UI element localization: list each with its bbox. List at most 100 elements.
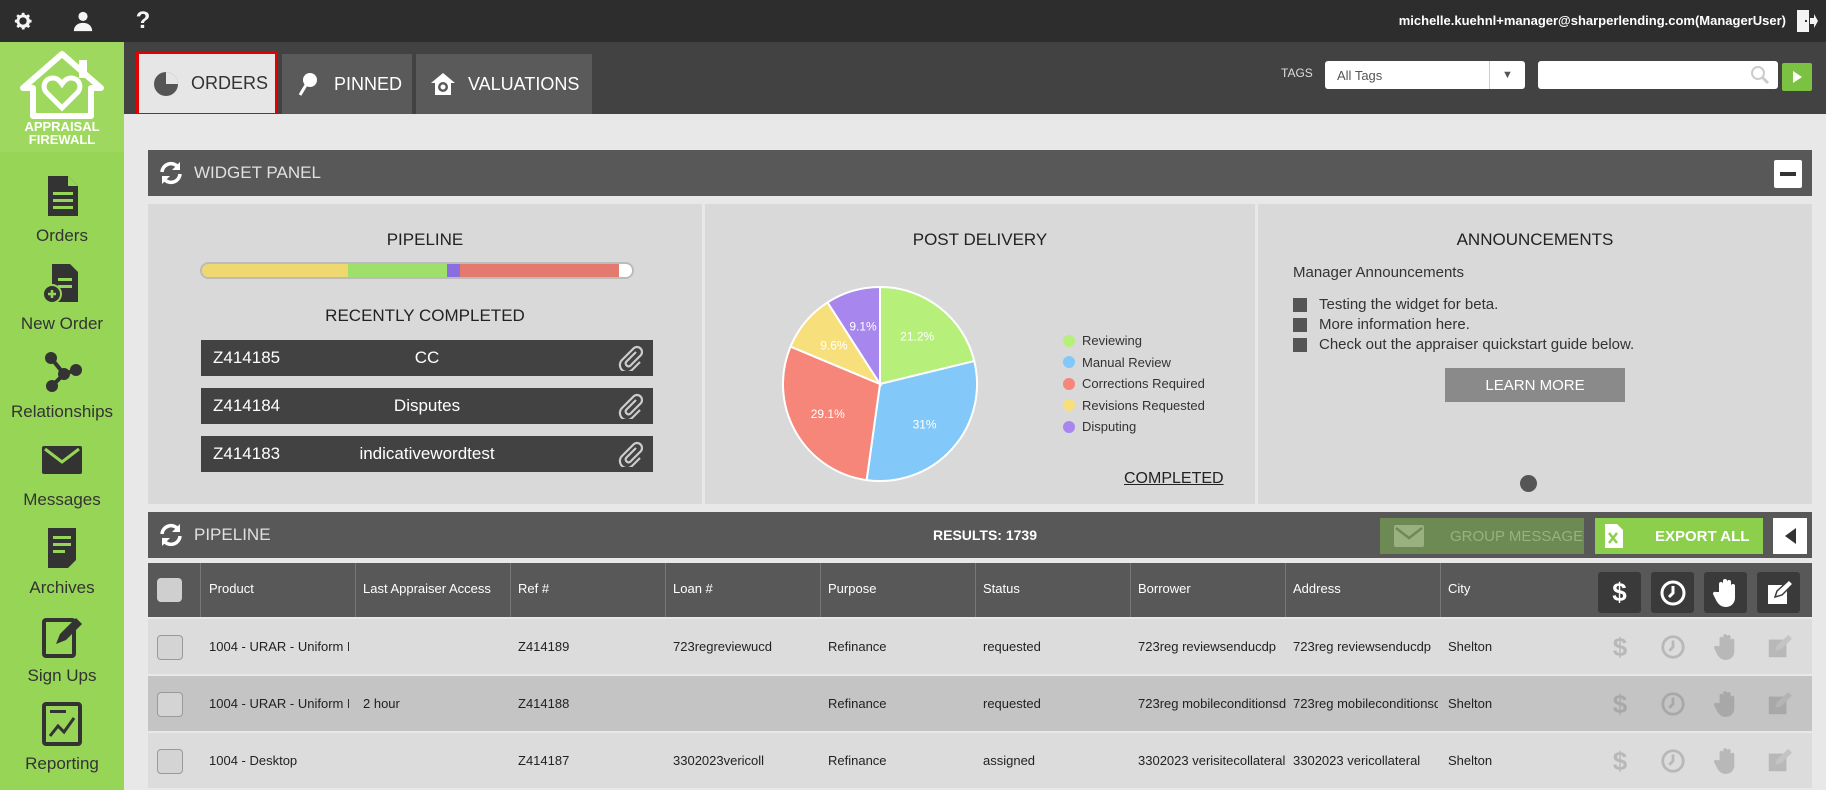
logo-line1: APPRAISAL [24,119,100,134]
column-header[interactable]: Product [209,581,254,596]
paperclip-icon[interactable] [617,393,643,419]
cell-city: Shelton [1448,639,1493,654]
pie-slice[interactable] [782,345,882,482]
legend-item[interactable]: Corrections Required [1063,373,1205,395]
row-checkbox[interactable] [157,635,183,660]
table-row[interactable]: 1004 - URAR - Uniform Res Z414189 723regre… [148,619,1812,674]
chevron-down-icon[interactable]: ▼ [1489,61,1525,89]
logout-icon[interactable] [1796,9,1818,33]
table-row[interactable]: 1004 - Desktop Z414187 3302023vericoll Refi… [148,733,1812,788]
edit-icon[interactable] [1765,690,1793,718]
pie-slice[interactable] [879,285,976,386]
pipeline-widget: PIPELINE RECENTLY COMPLETED CC Z414185 D… [148,204,702,504]
edit-icon[interactable] [1765,747,1793,775]
dollar-icon[interactable]: $ [1612,688,1628,719]
sidebar-item-reporting[interactable]: Reporting [0,696,124,782]
cell-status: requested [983,639,1041,654]
pie-slice-label: 31% [913,417,937,431]
pie-slice-label: 9.1% [849,319,877,333]
hand-icon[interactable] [1712,633,1740,661]
hand-icon[interactable] [1704,572,1747,613]
tags-select[interactable]: All Tags ▼ [1325,61,1525,89]
app-logo[interactable]: APPRAISAL FIREWALL [0,42,124,152]
column-header[interactable]: Loan # [673,581,713,596]
paperclip-icon[interactable] [617,441,643,467]
sidebar-item-messages[interactable]: Messages [0,432,124,518]
edit-icon[interactable] [1757,572,1800,613]
column-header[interactable]: City [1448,581,1471,596]
recent-order-row[interactable]: CC Z414185 [201,340,653,376]
legend-item[interactable]: Disputing [1063,416,1205,438]
cell-borrower: 723reg mobileconditionsd [1138,696,1286,711]
cell-product: 1004 - URAR - Uniform Res [209,696,349,711]
recent-order-row[interactable]: indicativewordtest Z414183 [201,436,653,472]
tab-pinned[interactable]: PINNED [282,54,412,114]
help-icon[interactable]: ? [135,7,151,34]
sidebar-item-archives[interactable]: Archives [0,520,124,606]
group-message-button[interactable]: GROUP MESSAGE [1380,518,1584,554]
widget-panel-title: WIDGET PANEL [194,163,321,182]
announcement-text: Check out the appraiser quickstart guide… [1319,336,1635,353]
minus-icon [1780,172,1796,176]
column-header[interactable]: Last Appraiser Access [363,581,491,596]
completed-link[interactable]: COMPLETED [1124,470,1224,487]
column-header[interactable]: Purpose [828,581,877,596]
search-go-button[interactable] [1782,63,1812,91]
announcement-item: Check out the appraiser quickstart guide… [1293,336,1634,353]
hand-icon[interactable] [1712,690,1740,718]
dollar-icon[interactable]: $ [1612,745,1628,776]
dollar-icon[interactable]: $ [1612,631,1628,662]
clock-icon[interactable] [1659,747,1687,775]
paperclip-icon[interactable] [617,345,643,371]
table-row[interactable]: 1004 - URAR - Uniform Res 2 hour Z414188 Re… [148,676,1812,731]
export-all-button[interactable]: EXPORT ALL [1595,518,1763,554]
clock-icon[interactable] [1651,572,1694,613]
tab-orders[interactable]: ORDERS [136,51,278,116]
recently-completed-title: RECENTLY COMPLETED [325,306,525,325]
chart-icon [42,702,82,746]
dollar-icon[interactable]: $ [1598,572,1641,613]
tags-label: TAGS [1281,66,1313,80]
column-header[interactable]: Address [1293,581,1341,596]
clock-icon[interactable] [1659,633,1687,661]
row-checkbox[interactable] [157,692,183,717]
hand-icon[interactable] [1712,747,1740,775]
pie-slice[interactable] [865,359,978,482]
collapse-button[interactable] [1774,160,1802,188]
sidebar-item-relationships[interactable]: Relationships [0,344,124,430]
user-icon[interactable] [70,8,96,34]
recent-order-name: CC [414,348,440,367]
select-all-checkbox[interactable] [157,578,182,602]
legend-label: Corrections Required [1082,376,1205,392]
legend-item[interactable]: Revisions Requested [1063,395,1205,417]
bullet-icon [1293,297,1307,312]
gear-icon[interactable] [10,8,36,34]
collapse-toggle[interactable] [1773,518,1807,554]
legend-item[interactable]: Reviewing [1063,330,1205,352]
refresh-icon[interactable] [158,160,184,186]
clock-icon[interactable] [1659,690,1687,718]
column-header[interactable]: Ref # [518,581,550,596]
announcement-item: Testing the widget for beta. [1293,296,1498,313]
carousel-dot[interactable] [1520,475,1537,492]
row-checkbox[interactable] [157,749,183,774]
column-header[interactable]: Status [983,581,1020,596]
pie-slice[interactable] [826,285,881,388]
learn-more-button[interactable]: LEARN MORE [1445,368,1625,402]
play-icon [1793,71,1802,83]
tab-valuations[interactable]: VALUATIONS [416,54,592,114]
cell-address: 723reg mobileconditionsd [1293,696,1438,711]
legend-item[interactable]: Manual Review [1063,352,1205,374]
refresh-icon[interactable] [158,522,184,548]
edit-icon[interactable] [1765,633,1793,661]
tab-label: VALUATIONS [468,73,580,94]
column-header[interactable]: Borrower [1138,581,1191,596]
legend-label: Reviewing [1082,333,1142,349]
sidebar-item-sign-ups[interactable]: Sign Ups [0,608,124,694]
recent-order-row[interactable]: Disputes Z414184 [201,388,653,424]
sidebar-item-new-order[interactable]: New Order [0,256,124,342]
sidebar-item-orders[interactable]: Orders [0,168,124,254]
export-all-label: EXPORT ALL [1655,527,1750,545]
sidebar-item-label: Relationships [10,402,114,421]
search-input[interactable] [1538,61,1778,89]
